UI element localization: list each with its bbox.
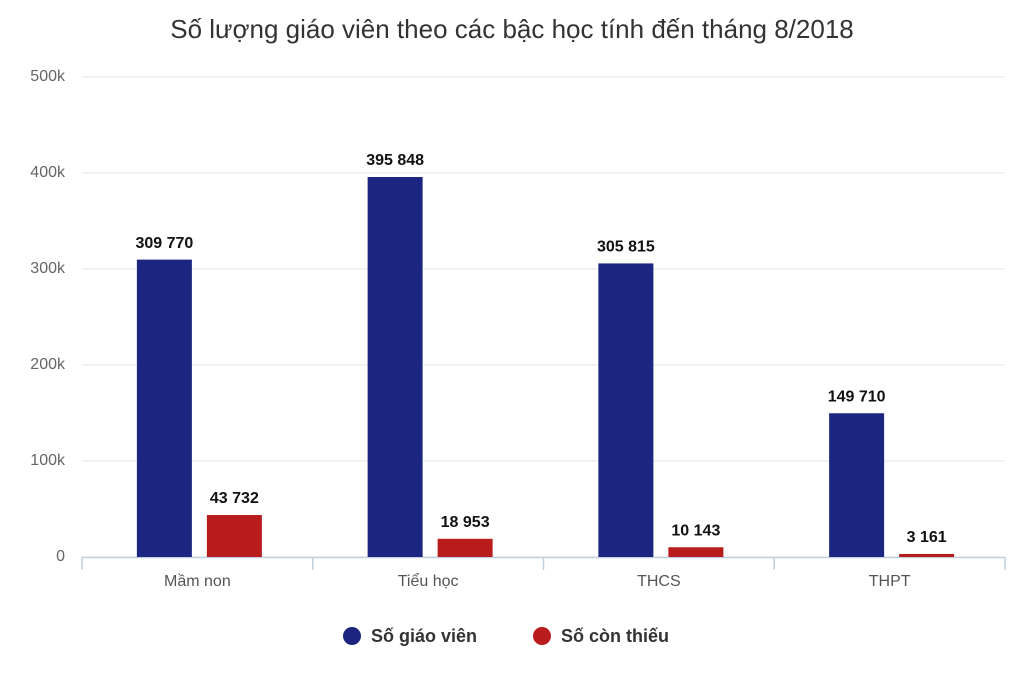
legend-marker xyxy=(343,627,361,645)
data-label: 18 953 xyxy=(441,514,490,531)
data-label: 309 770 xyxy=(135,235,193,252)
chart-title: Số lượng giáo viên theo các bậc học tính… xyxy=(170,14,854,44)
x-tick-label: THPT xyxy=(869,573,911,590)
bar xyxy=(668,547,724,557)
legend-marker xyxy=(533,627,551,645)
data-label: 395 848 xyxy=(366,152,424,169)
data-label: 43 732 xyxy=(210,490,259,507)
bar xyxy=(598,263,654,557)
bar xyxy=(899,553,955,557)
y-tick-label: 200k xyxy=(30,356,66,373)
x-tick-label: Mầm non xyxy=(164,573,231,590)
bar xyxy=(136,259,192,557)
x-tick-label: THCS xyxy=(637,573,681,590)
bar xyxy=(206,515,262,557)
y-tick-label: 100k xyxy=(30,452,66,469)
y-tick-label: 300k xyxy=(30,260,66,277)
legend-label: Số giáo viên xyxy=(371,626,477,646)
y-tick-label: 0 xyxy=(56,548,65,565)
y-tick-label: 500k xyxy=(30,68,66,85)
legend-label: Số còn thiếu xyxy=(561,626,669,646)
data-label: 149 710 xyxy=(828,388,886,405)
data-label: 10 143 xyxy=(671,522,720,539)
data-label: 3 161 xyxy=(907,529,947,546)
bar xyxy=(829,413,885,557)
bar xyxy=(437,538,493,557)
data-label: 305 815 xyxy=(597,239,655,256)
bar xyxy=(367,176,423,558)
x-tick-label: Tiểu học xyxy=(398,572,459,590)
y-tick-label: 400k xyxy=(30,164,66,181)
